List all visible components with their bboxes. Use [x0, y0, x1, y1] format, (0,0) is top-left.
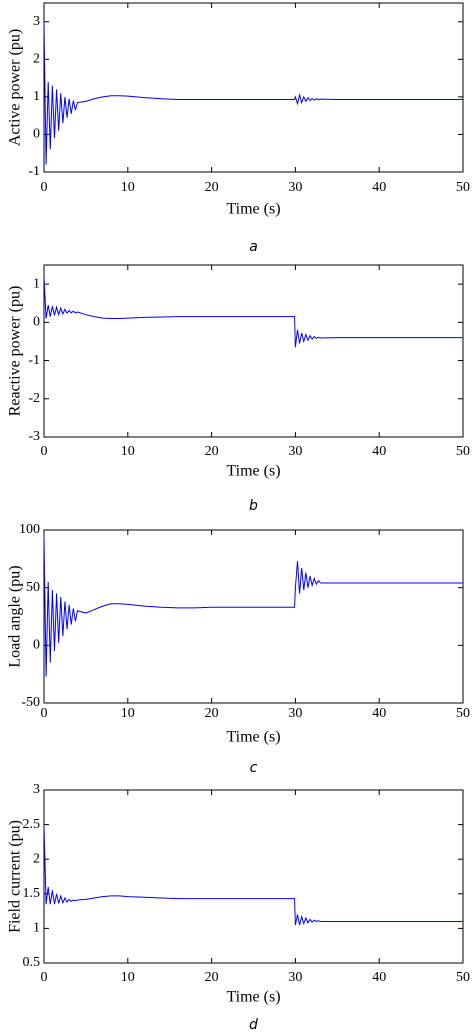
x-axis-title: Time (s) — [226, 463, 280, 480]
x-tick-label: 20 — [205, 180, 219, 195]
y-tick-label: 0 — [33, 315, 40, 330]
y-tick-label: -50 — [21, 695, 40, 710]
data-line — [43, 824, 463, 926]
chart: 0 10 20 30 40 50 -3 -2 -1 0 1 Time (s) Reactive powe… — [7, 264, 470, 514]
x-tick-label: 20 — [205, 706, 219, 721]
x-tick-label: 50 — [456, 180, 470, 195]
x-tick-label: 0 — [41, 444, 48, 459]
x-axis-title: Time (s) — [226, 729, 280, 746]
y-tick-label: 3 — [33, 782, 40, 797]
y-tick-label: -1 — [28, 353, 40, 368]
x-tick-label: 10 — [121, 970, 135, 985]
chart: 0 10 20 30 40 50 0.5 1 1.5 2 2.5 3 Time (s) Field cur… — [7, 782, 470, 1033]
y-tick-label: 100 — [19, 522, 40, 537]
x-tick-label: 20 — [205, 970, 219, 985]
y-tick-label: 0.5 — [23, 955, 41, 970]
y-tick-label: 2.5 — [23, 817, 41, 832]
x-tick-label: 40 — [372, 180, 386, 195]
x-axis-title: Time (s) — [226, 201, 280, 218]
x-tick-label: 40 — [372, 706, 386, 721]
y-tick-label: 1 — [33, 89, 40, 104]
y-axis-title: Field current (pu) — [7, 820, 24, 933]
caption: d — [249, 1017, 258, 1033]
x-tick-label: 20 — [205, 444, 219, 459]
x-tick-label: 40 — [372, 970, 386, 985]
y-tick-label: 1 — [33, 921, 40, 936]
y-tick-label: -2 — [28, 391, 40, 406]
x-axis-title: Time (s) — [226, 989, 280, 1006]
x-tick-label: 50 — [456, 706, 470, 721]
x-tick-label: 50 — [456, 970, 470, 985]
y-tick-label: 2 — [33, 851, 40, 866]
x-tick-label: 40 — [372, 444, 386, 459]
y-axis-title: Load angle (pu) — [7, 565, 24, 667]
plot-frame — [43, 529, 464, 704]
x-tick-label: 30 — [288, 180, 302, 195]
x-tick-label: 30 — [288, 970, 302, 985]
x-tick-label: 30 — [288, 706, 302, 721]
data-line — [43, 21, 463, 165]
caption: b — [249, 498, 258, 514]
x-tick-label: 10 — [121, 706, 135, 721]
data-line — [43, 535, 463, 677]
caption: c — [250, 760, 258, 776]
y-tick-label: 50 — [26, 580, 40, 595]
y-tick-label: 0 — [33, 127, 40, 142]
x-tick-label: 50 — [456, 444, 470, 459]
y-axis-title: Reactive power (pu) — [7, 286, 24, 417]
y-tick-label: 2 — [33, 52, 40, 67]
x-tick-label: 0 — [41, 706, 48, 721]
y-tick-label: -3 — [28, 429, 40, 444]
y-axis-title: Active power (pu) — [7, 29, 24, 146]
y-tick-label: 0 — [33, 638, 40, 653]
plot-frame — [43, 2, 464, 173]
y-tick-label: 1.5 — [23, 886, 41, 901]
plot-frame — [43, 264, 464, 438]
x-tick-label: 0 — [41, 970, 48, 985]
y-tick-label: -1 — [28, 164, 40, 179]
x-tick-label: 10 — [121, 444, 135, 459]
plot-frame — [43, 789, 464, 964]
y-tick-label: 1 — [33, 276, 40, 291]
data-line — [43, 276, 463, 348]
x-tick-label: 30 — [288, 444, 302, 459]
x-tick-label: 10 — [121, 180, 135, 195]
caption: a — [249, 239, 258, 255]
y-tick-label: 3 — [33, 14, 40, 29]
x-tick-label: 0 — [41, 180, 48, 195]
